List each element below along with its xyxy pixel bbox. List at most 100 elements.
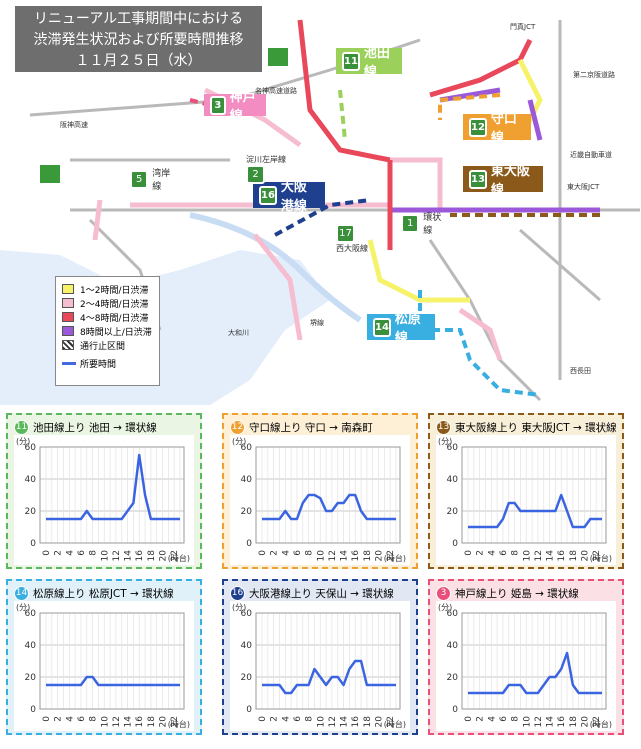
map-text-kadoma-jct: 門真JCT: [510, 23, 536, 31]
x-tick-label: 22: [592, 550, 602, 561]
axes-frame: [39, 612, 185, 710]
x-tick-label: 10: [522, 716, 532, 728]
y-tick-label: 40: [241, 475, 253, 485]
x-tick-label: 16: [135, 550, 145, 562]
x-tick-label: 18: [363, 716, 373, 728]
x-axis-label: (時台): [384, 719, 406, 729]
chart-panel: 14 松原線上り 松原JCT → 環状線 0 20 40 60 0 2 4 6 8 10 12 14 16 1…: [6, 579, 202, 735]
x-tick-label: 22: [386, 550, 396, 561]
header-line1: リニューアル工事期間中における: [33, 11, 244, 27]
travel-time-line: [262, 493, 396, 521]
bay-water: [0, 250, 330, 405]
x-tick-label: 22: [592, 716, 602, 727]
y-axis-label: (分): [16, 437, 30, 446]
x-tick-label: 6: [499, 550, 509, 556]
chart-title: 11 池田線上り 池田 → 環状線: [14, 420, 157, 435]
x-tick-label: 20: [581, 716, 591, 728]
x-tick-label: 18: [147, 550, 157, 562]
legend-swatch: [62, 298, 74, 308]
x-tick-label: 14: [124, 716, 134, 728]
x-tick-label: 12: [112, 716, 122, 727]
x-tick-label: 0: [42, 550, 52, 556]
y-tick-label: 0: [246, 539, 252, 549]
x-tick-label: 16: [557, 716, 567, 728]
x-tick-label: 10: [100, 716, 110, 728]
chart-title-text: 大阪港線上り 天保山 → 環状線: [249, 588, 394, 600]
x-axis-label: (時台): [384, 553, 406, 563]
route-label-kobe: 3 神戸線: [204, 90, 266, 124]
plot-area: 0 20 40 60 0 2 4 6 8 10 12 14 16 18 20 22 (分) (時台): [436, 435, 616, 565]
x-tick-label: 22: [170, 550, 180, 561]
axes-frame: [461, 612, 607, 710]
route-label-kanjo: 1 環状線: [395, 213, 455, 236]
route-number-badge: 13: [436, 420, 451, 435]
y-tick-label: 20: [25, 673, 37, 683]
plot-area: 0 20 40 60 0 2 4 6 8 10 12 14 16 18 20 22 (分) (時台): [436, 601, 616, 731]
chart-title-text: 池田線上り 池田 → 環状線: [33, 422, 157, 434]
x-tick-label: 12: [328, 550, 338, 561]
y-axis-label: (分): [232, 437, 246, 446]
header-title-box: リニューアル工事期間中における 渋滞発生状況および所要時間推移 １１月２５日（水…: [15, 6, 262, 72]
x-tick-label: 4: [65, 716, 75, 722]
legend-swatch: [62, 326, 74, 336]
x-tick-label: 18: [569, 716, 579, 728]
x-tick-label: 18: [147, 716, 157, 728]
header-line3: １１月２５日（水）: [75, 53, 202, 69]
x-tick-label: 4: [281, 716, 291, 722]
y-tick-label: 40: [25, 641, 37, 651]
route-label-yodogawa: 淀川左岸線 2: [240, 152, 310, 184]
map-text-hanshin: 阪神高速: [60, 121, 88, 129]
x-tick-label: 0: [464, 716, 474, 722]
x-tick-label: 0: [42, 716, 52, 722]
x-tick-label: 14: [340, 716, 350, 728]
x-axis-label: (時台): [590, 553, 612, 563]
legend: 1～2時間/日渋滞 2～4時間/日渋滞 4～8時間/日渋滞 8時間以上/日渋滞 …: [55, 276, 160, 386]
chart-title-text: 松原線上り 松原JCT → 環状線: [33, 588, 174, 600]
y-tick-label: 40: [25, 475, 37, 485]
header-line2: 渋滞発生状況および所要時間推移: [33, 32, 244, 48]
x-tick-label: 22: [170, 716, 180, 727]
y-tick-label: 20: [447, 673, 459, 683]
x-tick-label: 2: [476, 716, 486, 722]
route-number-badge: 12: [230, 420, 245, 435]
plot-area: 0 20 40 60 0 2 4 6 8 10 12 14 16 18 20 22 (分) (時台): [14, 435, 194, 565]
y-tick-label: 20: [241, 673, 253, 683]
x-tick-label: 20: [159, 550, 169, 562]
x-tick-label: 14: [546, 550, 556, 562]
x-tick-label: 2: [270, 716, 280, 722]
chart-title: 3 神戸線上り 姫島 → 環状線: [436, 586, 579, 601]
y-axis-label: (分): [438, 437, 452, 446]
travel-time-line: [262, 659, 396, 695]
x-tick-label: 4: [487, 716, 497, 722]
expressway-map: リニューアル工事期間中における 渋滞発生状況および所要時間推移 １１月２５日（水…: [0, 6, 640, 405]
y-tick-label: 0: [246, 705, 252, 715]
y-tick-label: 20: [241, 507, 253, 517]
x-tick-label: 18: [363, 550, 373, 562]
chart-panel: 3 神戸線上り 姫島 → 環状線 0 20 40 60 0 2 4 6 8 10 12 14 16 18 20 2…: [428, 579, 624, 735]
route-label-matsubara: 14 松原線: [367, 312, 435, 346]
y-tick-label: 60: [241, 443, 253, 453]
map-text-nishinagata: 西長田: [570, 367, 591, 375]
chart-title-text: 神戸線上り 姫島 → 環状線: [455, 588, 579, 600]
legend-item: 4～8時間/日渋滞: [62, 310, 153, 324]
x-tick-label: 10: [100, 550, 110, 562]
x-tick-label: 14: [340, 550, 350, 562]
x-tick-label: 16: [135, 716, 145, 728]
chart-title: 12 守口線上り 守口 → 南森町: [230, 420, 373, 435]
travel-time-line: [46, 453, 180, 521]
chart-title: 14 松原線上り 松原JCT → 環状線: [14, 586, 174, 601]
chart-panel: 11 池田線上り 池田 → 環状線 0 20 40 60 0 2 4 6 8 10 12 14 16 18 20…: [6, 413, 202, 569]
chart-panel: 12 守口線上り 守口 → 南森町 0 20 40 60 0 2 4 6 8 10 12 14 16 18 20…: [222, 413, 418, 569]
chart-title-text: 守口線上り 守口 → 南森町: [249, 422, 373, 434]
x-tick-label: 4: [65, 550, 75, 556]
route-number-badge: 11: [14, 420, 29, 435]
map-text-kinki: 近畿自動車道: [570, 151, 612, 159]
x-tick-label: 20: [375, 716, 385, 728]
y-tick-label: 60: [447, 443, 459, 453]
legend-item: 2～4時間/日渋滞: [62, 296, 153, 310]
route-label-ikeda: 11 池田線: [336, 46, 402, 80]
